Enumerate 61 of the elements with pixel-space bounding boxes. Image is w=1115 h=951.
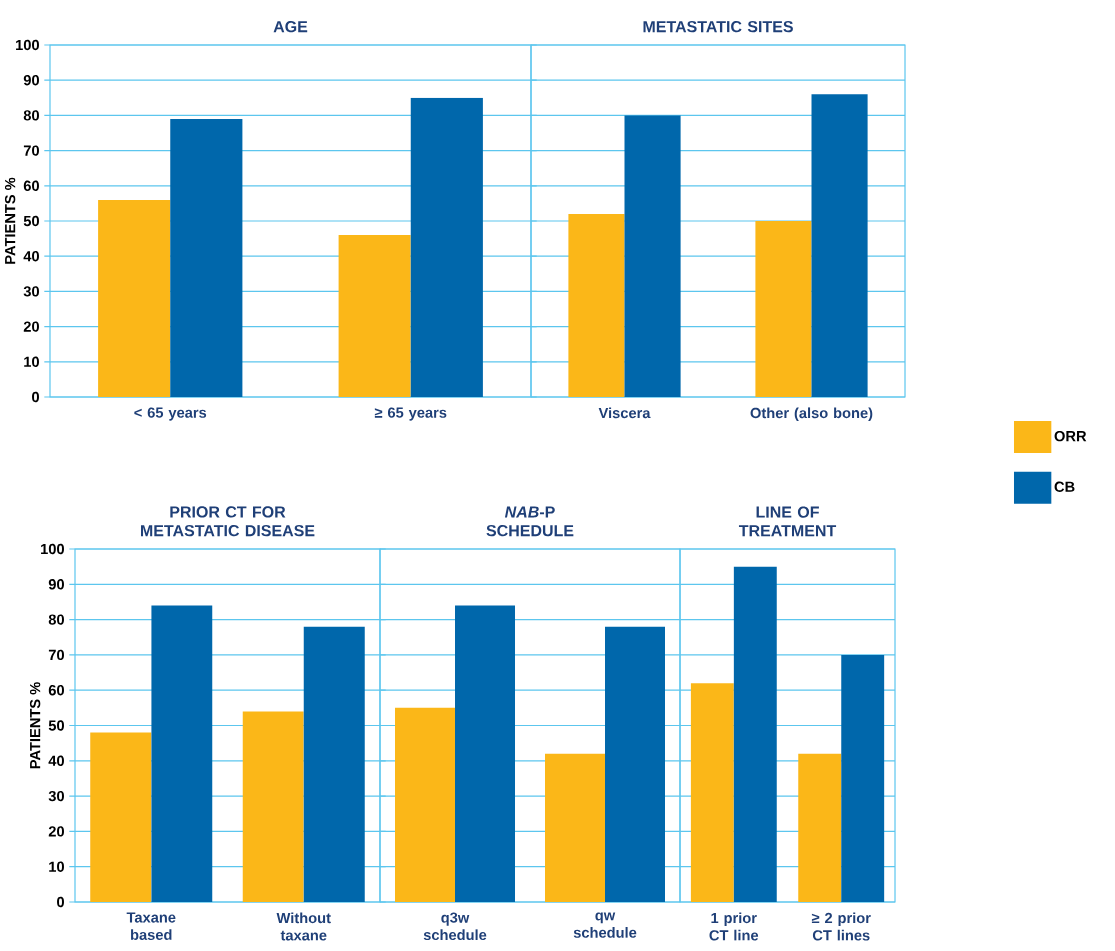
bar — [690, 683, 734, 902]
chart-title: NAB-P SCHEDULE — [486, 506, 574, 537]
x-tick-label: qw schedule — [573, 912, 637, 938]
chart-title: METASTATIC SITES — [643, 20, 793, 33]
y-tick-label: 50 — [23, 215, 39, 227]
y-tick-label: 10 — [49, 861, 64, 872]
y-axis-title: PATIENTS % — [29, 682, 41, 769]
y-tick-label: 60 — [23, 180, 39, 191]
chart-title: PRIOR CT FOR METASTATIC DISEASE — [141, 506, 315, 537]
bar — [90, 732, 152, 902]
y-tick-label: 40 — [48, 755, 64, 766]
y-tick-label: 90 — [23, 75, 39, 86]
y-tick-label: 0 — [57, 896, 64, 908]
y-tick-label: 50 — [48, 720, 64, 731]
bar — [624, 115, 681, 397]
x-tick-label: Other (also bone) — [750, 407, 873, 422]
bar — [410, 97, 483, 397]
y-tick-label: 60 — [48, 685, 64, 696]
x-tick-label: q3w schedule — [423, 912, 487, 941]
bar — [455, 605, 515, 902]
chart-title: LINE OF TREATMENT — [738, 506, 837, 537]
y-tick-label: 70 — [23, 145, 39, 156]
y-tick-label: 80 — [23, 110, 39, 121]
x-tick-label: 1 prior CT line — [709, 912, 759, 941]
x-tick-label: < 65 years — [134, 407, 207, 421]
bar — [303, 626, 365, 902]
y-tick-label: 80 — [48, 614, 64, 625]
legend-label: CB — [1054, 481, 1075, 492]
y-tick-label: 40 — [23, 251, 39, 262]
bar — [755, 221, 812, 397]
y-tick-label: 10 — [24, 356, 39, 367]
x-tick-label: Without taxane — [276, 912, 331, 941]
bar — [338, 235, 411, 397]
bar — [545, 753, 606, 902]
bar — [170, 118, 243, 397]
legend-label: ORR — [1054, 430, 1087, 442]
x-tick-label: Viscera — [598, 407, 651, 419]
x-tick-label: ≥ 2 prior CT lines — [811, 912, 871, 941]
bar — [798, 753, 842, 902]
chart-title: AGE — [273, 20, 308, 33]
x-tick-label: ≥ 65 years — [374, 407, 447, 421]
bar — [841, 654, 885, 902]
y-tick-label: 100 — [16, 39, 39, 51]
y-tick-label: 0 — [32, 391, 39, 403]
y-tick-label: 90 — [48, 579, 64, 590]
y-tick-label: 30 — [48, 790, 64, 802]
bar — [98, 199, 171, 397]
y-tick-label: 20 — [23, 321, 39, 332]
bar — [811, 94, 868, 397]
y-tick-label: 30 — [23, 286, 39, 297]
bar — [605, 626, 666, 902]
bar — [151, 605, 213, 902]
y-tick-label: 70 — [48, 649, 64, 661]
y-axis-title: PATIENTS % — [4, 177, 16, 264]
y-tick-label: 20 — [48, 826, 64, 837]
bar — [395, 707, 456, 902]
y-tick-label: 100 — [41, 543, 64, 555]
bar — [568, 213, 625, 397]
x-tick-label: Taxane based — [126, 912, 176, 940]
bar — [242, 711, 304, 902]
bar — [733, 566, 777, 902]
